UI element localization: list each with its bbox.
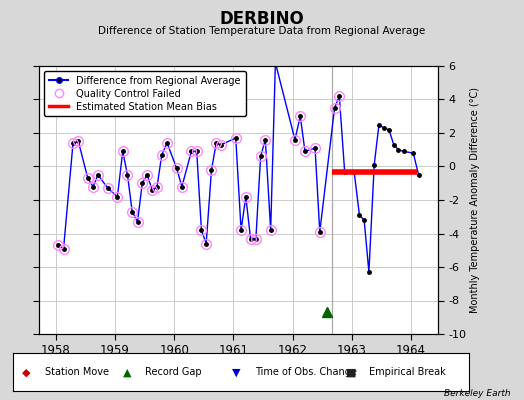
Text: Time of Obs. Change: Time of Obs. Change	[255, 367, 357, 377]
Text: Record Gap: Record Gap	[145, 367, 202, 377]
Text: Empirical Break: Empirical Break	[369, 367, 445, 377]
Text: Difference of Station Temperature Data from Regional Average: Difference of Station Temperature Data f…	[99, 26, 425, 36]
Text: Station Move: Station Move	[45, 367, 109, 377]
Text: DERBINO: DERBINO	[220, 10, 304, 28]
Y-axis label: Monthly Temperature Anomaly Difference (°C): Monthly Temperature Anomaly Difference (…	[470, 87, 480, 313]
Text: ▼: ▼	[232, 367, 241, 377]
Text: Berkeley Earth: Berkeley Earth	[444, 389, 511, 398]
Text: ■: ■	[346, 367, 356, 377]
Legend: Difference from Regional Average, Quality Control Failed, Estimated Station Mean: Difference from Regional Average, Qualit…	[44, 71, 246, 116]
Text: ▲: ▲	[123, 367, 131, 377]
Text: ◆: ◆	[22, 367, 31, 377]
